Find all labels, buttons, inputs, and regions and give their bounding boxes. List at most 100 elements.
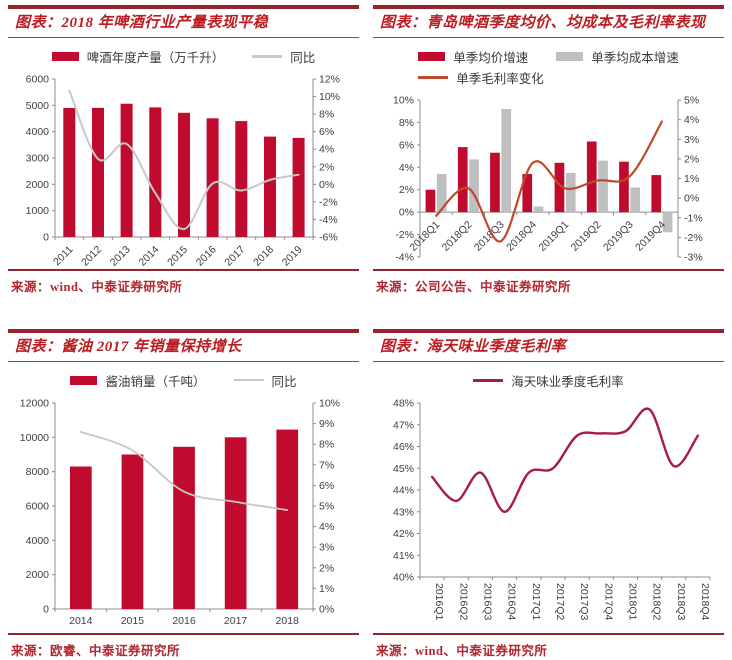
svg-text:0: 0 — [43, 603, 49, 615]
svg-text:2015: 2015 — [120, 615, 144, 627]
svg-text:2014: 2014 — [69, 615, 93, 627]
svg-text:2019: 2019 — [279, 243, 304, 268]
svg-text:5%: 5% — [319, 500, 334, 512]
series-line-swatch-icon — [473, 378, 504, 382]
legend-row: 啤酒年度产量（万千升） 同比 — [51, 47, 315, 66]
svg-text:2%: 2% — [319, 562, 334, 574]
svg-text:2019Q4: 2019Q4 — [633, 218, 668, 253]
chart-title: 图表：海天味业季度毛利率 — [373, 328, 724, 362]
svg-text:10%: 10% — [392, 94, 413, 106]
svg-text:4%: 4% — [319, 521, 334, 533]
svg-text:3%: 3% — [684, 134, 699, 146]
panel-tsingtao-price-cost-margin: 图表：青岛啤酒季度均价、均成本及毛利率表现 单季均价增速 单季均成本增速 单季毛利率… — [373, 5, 724, 295]
svg-text:0%: 0% — [398, 206, 413, 218]
chart-title: 图表：2018 年啤酒行业产量表现平稳 — [8, 5, 359, 38]
svg-text:46%: 46% — [392, 441, 413, 453]
series-line-swatch-icon — [233, 378, 264, 382]
svg-text:2019Q2: 2019Q2 — [568, 218, 603, 253]
legend-item: 单季毛利率变化 — [418, 68, 544, 87]
svg-text:1%: 1% — [684, 173, 699, 185]
svg-text:4000: 4000 — [25, 126, 49, 138]
svg-text:40%: 40% — [392, 571, 413, 583]
panel-beer-industry-production: 图表：2018 年啤酒行业产量表现平稳 啤酒年度产量（万千升） 同比 0 1000 2… — [8, 5, 359, 295]
svg-text:4%: 4% — [319, 143, 334, 155]
svg-text:2016Q2: 2016Q2 — [457, 583, 469, 621]
svg-text:0%: 0% — [319, 179, 334, 191]
svg-text:3000: 3000 — [25, 152, 49, 164]
svg-text:1000: 1000 — [25, 205, 49, 217]
series-bar-swatch-icon — [418, 51, 446, 61]
svg-text:8%: 8% — [319, 108, 334, 120]
legend-label: 海天味业季度毛利率 — [511, 374, 624, 389]
legend-item: 单季均成本增速 — [556, 47, 679, 66]
soy-sauce-sales-chart: 0 2000 4000 6000 8000 10000 12000 0% 1% 2% 3% 4% 5% 6… — [19, 397, 340, 627]
svg-text:5%: 5% — [684, 94, 699, 106]
svg-text:-2%: -2% — [395, 229, 414, 241]
legend-rows: 海天味业季度毛利率 — [473, 369, 624, 392]
svg-text:2018Q3: 2018Q3 — [471, 218, 506, 253]
legend-label: 啤酒年度产量（万千升） — [86, 50, 225, 65]
svg-text:-2%: -2% — [319, 196, 338, 208]
svg-text:41%: 41% — [392, 549, 413, 561]
series-bar-swatch-icon — [70, 375, 98, 385]
svg-text:8%: 8% — [319, 438, 334, 450]
svg-text:2018Q4: 2018Q4 — [698, 583, 710, 621]
legend-label: 同比 — [290, 50, 316, 65]
legend-row: 海天味业季度毛利率 — [473, 371, 624, 390]
svg-text:4%: 4% — [684, 114, 699, 126]
svg-text:2%: 2% — [398, 184, 413, 196]
chart-title: 图表：青岛啤酒季度均价、均成本及毛利率表现 — [373, 5, 724, 38]
svg-text:7%: 7% — [319, 459, 334, 471]
svg-text:10%: 10% — [319, 91, 340, 103]
svg-text:2018Q3: 2018Q3 — [674, 583, 686, 621]
svg-text:-3%: -3% — [684, 251, 703, 263]
svg-text:1%: 1% — [319, 582, 334, 594]
legend-item: 单季均价增速 — [418, 47, 528, 66]
legend-item: 海天味业季度毛利率 — [473, 371, 624, 390]
tsingtao-price-cost-margin-chart: -4% -2% 0% 2% 4% 6% 8% 10% -3% -2% -1% 0% 1% 2% 3% 4% 5%… — [392, 94, 703, 263]
svg-text:0: 0 — [43, 231, 49, 243]
legend-label: 同比 — [271, 374, 297, 389]
legend-item: 同比 — [252, 47, 315, 66]
svg-text:48%: 48% — [392, 397, 413, 409]
svg-text:6000: 6000 — [25, 500, 49, 512]
svg-text:2018: 2018 — [275, 615, 299, 627]
svg-text:2%: 2% — [684, 153, 699, 165]
svg-text:2017Q3: 2017Q3 — [578, 583, 590, 621]
svg-text:-2%: -2% — [684, 232, 703, 244]
svg-text:2016Q4: 2016Q4 — [505, 583, 517, 621]
svg-text:2015: 2015 — [165, 243, 190, 268]
svg-text:2012: 2012 — [79, 243, 104, 268]
svg-text:8%: 8% — [398, 117, 413, 129]
legend-label: 单季毛利率变化 — [456, 71, 544, 86]
svg-text:4%: 4% — [398, 162, 413, 174]
legend-item: 啤酒年度产量（万千升） — [51, 47, 225, 66]
svg-text:43%: 43% — [392, 506, 413, 518]
svg-text:6%: 6% — [319, 479, 334, 491]
svg-text:2019Q3: 2019Q3 — [600, 218, 635, 253]
series-bar-swatch-icon — [556, 51, 584, 61]
svg-text:2019Q1: 2019Q1 — [536, 218, 571, 253]
source-note: 来源：wind、中泰证券研究所 — [8, 268, 359, 295]
svg-text:6%: 6% — [398, 139, 413, 151]
legend-item: 同比 — [233, 371, 297, 390]
svg-text:2013: 2013 — [107, 243, 132, 268]
legend-row: 酱油销量（千吨） 同比 — [70, 371, 297, 390]
source-note: 来源：wind、中泰证券研究所 — [373, 632, 724, 659]
svg-text:3%: 3% — [319, 541, 334, 553]
source-note: 来源：欧睿、中泰证券研究所 — [8, 632, 359, 659]
svg-text:2011: 2011 — [50, 243, 75, 268]
svg-text:2%: 2% — [319, 161, 334, 173]
svg-text:10%: 10% — [319, 397, 340, 409]
svg-text:5000: 5000 — [25, 100, 49, 112]
svg-text:2016Q1: 2016Q1 — [433, 583, 445, 621]
chart-legend: 酱油销量（千吨） 同比 — [8, 369, 359, 392]
svg-text:-6%: -6% — [319, 231, 338, 243]
svg-text:2017Q4: 2017Q4 — [602, 583, 614, 621]
svg-text:9%: 9% — [319, 418, 334, 430]
svg-text:0%: 0% — [319, 603, 334, 615]
svg-text:2018Q2: 2018Q2 — [439, 218, 474, 253]
haitian-gross-margin-chart: 40% 41% 42% 43% 44% 45% 46% 47% 48% 2016Q1 2016Q2 2… — [392, 397, 710, 621]
svg-text:2016: 2016 — [172, 615, 196, 627]
